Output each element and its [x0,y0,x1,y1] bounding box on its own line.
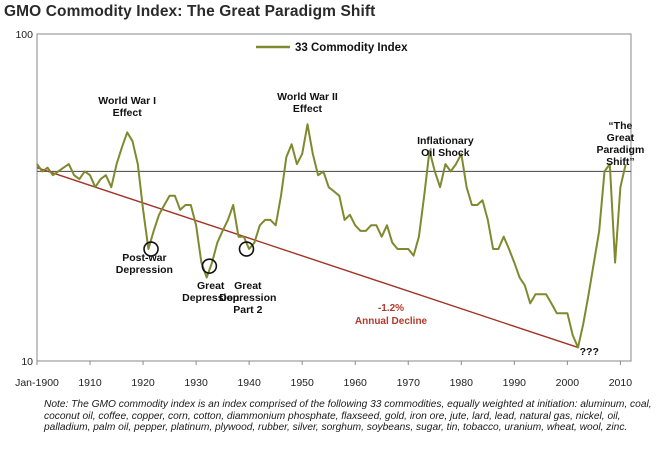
annotation-label: World War I Effect [98,95,156,119]
legend-label: 33 Commodity Index [295,42,408,54]
annotations: World War I Effect World War II Effect Infla… [98,91,644,358]
annotation-label: World War II Effect [277,91,338,115]
trough-circle [238,241,255,257]
x-axis-ticks [36,361,621,365]
x-tick-label: Jan-1900 [15,377,59,389]
x-tick-label: 1980 [450,377,474,389]
trend-rate-sublabel: Annual Decline [355,316,428,327]
y-tick-label: 100 [15,29,33,41]
annotation-label: Inflationary Oil Shock [417,135,474,159]
annotation-label: “The Great Paradigm Shift” [596,120,644,168]
chart-title: GMO Commodity Index: The Great Paradigm … [4,3,376,20]
x-tick-label: 1960 [344,377,368,389]
x-tick-label: 1990 [503,377,527,389]
y-tick-label: 10 [21,356,33,368]
trough-markers [143,241,255,274]
trend-rate-label: -1.2% [378,303,404,314]
trough-circle [201,258,218,274]
series-line-33-commodity-index [36,123,627,349]
annotation-label: Great Depression [182,280,239,304]
plot-area [36,33,632,362]
footnote: Note: The GMO commodity index is an inde… [44,399,652,434]
x-tick-label: 1940 [237,377,261,389]
x-tick-label: 1950 [290,377,314,389]
y-axis-labels: 100 10 [15,29,33,368]
x-tick-label: 1930 [184,377,208,389]
trough-circle [143,241,159,257]
annotation-label: Great Depression Part 2 [219,280,276,316]
x-tick-label: 1920 [131,377,155,389]
x-tick-label: 1910 [78,377,102,389]
annotation-label: ??? [580,346,599,358]
x-axis-labels: Jan-1900 1910 1920 1930 1940 1950 1960 1970 1980… [15,377,632,389]
trend-line [36,167,579,349]
annotation-label: Post-war Depression [116,252,173,276]
x-tick-label: 2010 [609,377,633,389]
x-tick-label: 2000 [556,377,580,389]
x-tick-label: 1970 [397,377,421,389]
